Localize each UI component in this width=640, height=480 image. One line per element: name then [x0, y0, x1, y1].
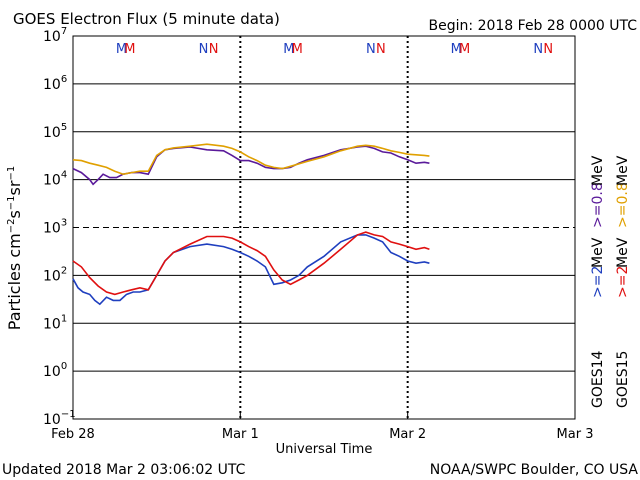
legend-goes14-high: >=2 [590, 266, 606, 298]
legend-goes15-low: >=0.8 [615, 182, 631, 228]
series-line-1 [72, 143, 430, 176]
y-tick-base: 10 [43, 364, 61, 380]
legend-goes14: GOES14 >=2 MeV >=0.8 MeV [590, 155, 606, 408]
y-tick-exponent: 0 [61, 361, 67, 372]
y-tick-base: 10 [43, 412, 61, 428]
y-tick-base: 10 [43, 221, 61, 237]
gridlines [73, 83, 575, 420]
y-tick-base: 10 [43, 29, 61, 45]
marker-n: N [533, 42, 543, 57]
marker-m: M [283, 42, 294, 57]
x-axis-label: Universal Time [276, 442, 373, 457]
legend-goes15-name: GOES15 [615, 351, 631, 408]
legend-goes15-low-unit: MeV [615, 155, 631, 186]
y-axis-label-part-3: sr [5, 180, 24, 195]
marker-m: M [459, 42, 470, 57]
y-tick-label: 107 [43, 26, 67, 45]
y-tick-label: 105 [43, 122, 67, 141]
y-tick-label: 106 [43, 74, 67, 93]
begin-time: Begin: 2018 Feb 28 0000 UTC [429, 18, 638, 34]
legend-goes14-name: GOES14 [590, 350, 606, 408]
y-tick-label: 102 [43, 265, 67, 284]
y-tick-label: 10−1 [43, 409, 76, 428]
y-tick-exponent: 6 [61, 74, 67, 85]
marker-m: M [124, 42, 135, 57]
x-tick-label: Mar 1 [222, 427, 259, 442]
y-axis-label-sup-2: −1 [6, 195, 17, 210]
y-tick-base: 10 [43, 173, 61, 189]
y-tick-base: 10 [43, 125, 61, 141]
series-line-0 [72, 145, 430, 186]
x-tick-label: Mar 3 [557, 427, 594, 442]
noaa-credit: NOAA/SWPC Boulder, CO USA [430, 462, 639, 478]
marker-m: M [451, 42, 462, 57]
day-separators [239, 36, 409, 419]
legend-goes14-low: >=0.8 [590, 182, 606, 228]
y-axis-label-part-2: s [5, 210, 24, 218]
legend-goes15: GOES15 >=2 MeV >=0.8 MeV [615, 155, 631, 408]
data-series [72, 143, 430, 306]
y-tick-exponent: 7 [61, 26, 67, 37]
y-tick-base: 10 [43, 316, 61, 332]
y-axis-label-sup-1: −2 [6, 219, 17, 234]
y-tick-label: 101 [43, 313, 67, 332]
y-axis-label: Particles cm−2s−1sr−1 [5, 166, 24, 330]
x-tick-labels: Feb 28 Mar 1 Mar 2 Mar 3 [51, 413, 593, 442]
y-tick-base: 10 [43, 268, 61, 284]
y-tick-label: 103 [43, 218, 67, 237]
marker-n: N [366, 42, 376, 57]
y-tick-exponent: −1 [61, 409, 76, 420]
marker-n: N [376, 42, 386, 57]
y-tick-label: 100 [43, 361, 67, 380]
legend-goes14-high-unit: MeV [590, 237, 606, 268]
y-tick-exponent: 2 [61, 265, 67, 276]
y-tick-base: 10 [43, 77, 61, 93]
marker-n: N [543, 42, 553, 57]
x-tick-label: Mar 2 [389, 427, 426, 442]
y-tick-exponent: 1 [61, 313, 67, 324]
x-tick-label: Feb 28 [51, 427, 95, 442]
legend-goes15-high: >=2 [615, 266, 631, 298]
y-tick-exponent: 5 [61, 122, 67, 133]
y-axis-label-sup-3: −1 [6, 166, 17, 181]
legend-goes15-high-unit: MeV [615, 237, 631, 268]
marker-n: N [199, 42, 209, 57]
marker-m: M [292, 42, 303, 57]
mn-markers: MM N N MM N N MM N N [116, 42, 553, 57]
y-axis-label-part-1: Particles cm [5, 233, 24, 330]
y-tick-exponent: 4 [61, 170, 67, 181]
marker-n: N [209, 42, 219, 57]
marker-m: M [116, 42, 127, 57]
chart-title: GOES Electron Flux (5 minute data) [13, 10, 280, 28]
y-tick-exponent: 3 [61, 218, 67, 229]
y-tick-label: 104 [43, 170, 67, 189]
updated-time: Updated 2018 Mar 2 03:06:02 UTC [2, 462, 246, 478]
series-line-3 [72, 231, 430, 296]
series-line-2 [72, 234, 430, 306]
legend-goes14-low-unit: MeV [590, 155, 606, 186]
